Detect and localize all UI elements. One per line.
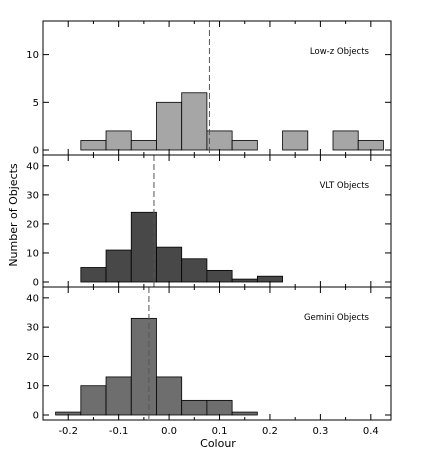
- histogram-bar: [80, 140, 107, 151]
- histogram-panels: 0 5 10 Low-z Objects 0 10 20 30 40 VLT Objects 0 10…: [26, 20, 392, 422]
- histogram-bar: [130, 317, 157, 416]
- histogram-bar: [80, 267, 107, 283]
- y-tick-label: 40: [26, 293, 39, 304]
- x-tick-label: -0.1: [109, 426, 129, 437]
- histogram-bar: [105, 376, 132, 416]
- y-tick-label: 0: [33, 146, 39, 157]
- histogram-bar: [231, 140, 258, 151]
- x-axis-ticks: -0.2 -0.1 0.0 0.1 0.2 0.3 0.4: [58, 426, 378, 437]
- y-tick-label: 20: [26, 219, 39, 230]
- histogram-bar: [357, 140, 384, 151]
- histogram-bar: [206, 269, 233, 283]
- panel-label: Gemini Objects: [304, 313, 370, 323]
- y-axis-title: Number of Objects: [7, 163, 20, 267]
- y-tick-label: 40: [26, 161, 39, 172]
- histogram-bar: [80, 385, 107, 416]
- histogram-bar: [130, 140, 157, 151]
- histogram-bar: [206, 130, 233, 151]
- y-tick-label: 10: [26, 248, 39, 259]
- y-tick-label: 20: [26, 352, 39, 363]
- x-tick-label: 0.3: [312, 426, 328, 437]
- x-tick-label: 0.4: [363, 426, 379, 437]
- histogram-bar: [156, 376, 183, 416]
- histogram-bar: [181, 258, 208, 283]
- histogram-bar: [282, 130, 309, 151]
- x-tick-label: 0.0: [161, 426, 177, 437]
- histogram-bar: [332, 130, 359, 151]
- panel-label: Low-z Objects: [310, 47, 370, 57]
- histogram-bar: [231, 278, 258, 283]
- x-tick-label: 0.1: [212, 426, 228, 437]
- histogram-bar: [181, 399, 208, 416]
- y-tick-label: 0: [33, 411, 39, 422]
- panel-3: 0 10 20 30 40 Gemini Objects: [26, 286, 392, 422]
- panel-1: 0 5 10 Low-z Objects: [26, 20, 392, 157]
- panel-label: VLT Objects: [320, 181, 370, 191]
- histogram-bar: [105, 130, 132, 151]
- histogram-bar: [156, 246, 183, 283]
- histogram-bar: [105, 249, 132, 283]
- histogram-bar: [206, 399, 233, 416]
- histogram-bar: [130, 211, 157, 283]
- y-tick-label: 0: [33, 278, 39, 289]
- histogram-bar: [181, 92, 208, 151]
- y-tick-label: 10: [26, 50, 39, 61]
- x-axis-title: Colour: [200, 437, 236, 450]
- x-tick-label: 0.2: [262, 426, 278, 437]
- panel-2: 0 10 20 30 40 VLT Objects: [26, 154, 392, 289]
- panel-frame: [42, 286, 392, 421]
- histogram-bar: [156, 101, 183, 151]
- x-tick-label: -0.2: [58, 426, 78, 437]
- y-tick-label: 5: [33, 98, 39, 109]
- histogram-bar: [231, 411, 258, 416]
- y-tick-label: 10: [26, 381, 39, 392]
- y-tick-label: 30: [26, 190, 39, 201]
- y-tick-label: 30: [26, 323, 39, 334]
